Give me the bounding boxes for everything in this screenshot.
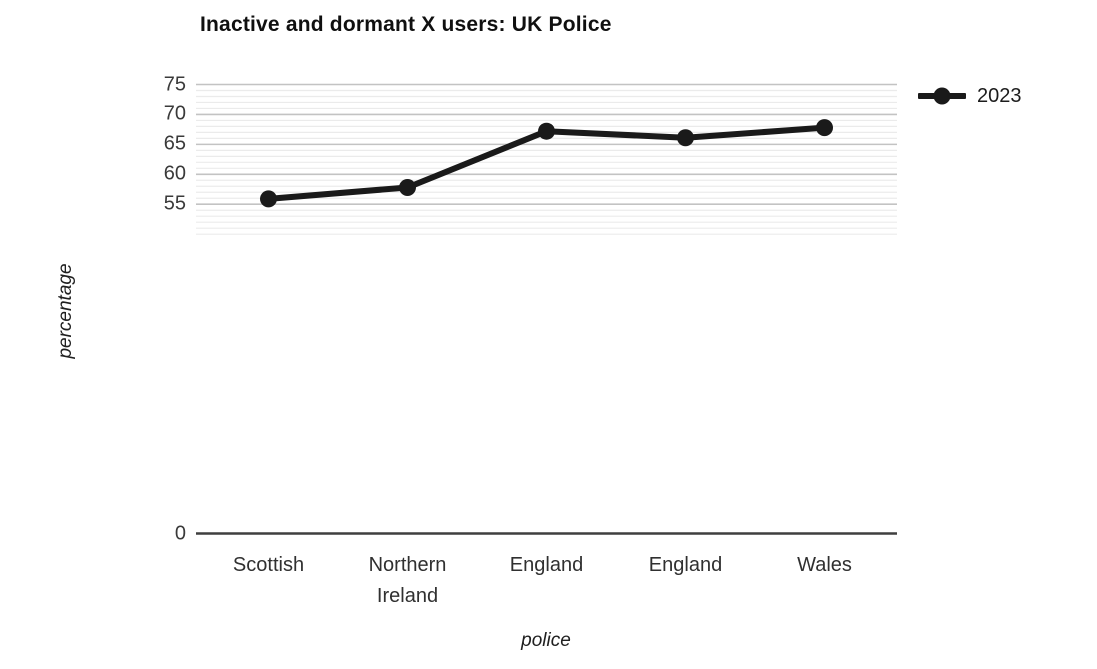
data-point-marker	[260, 190, 277, 208]
data-point-marker	[399, 178, 416, 196]
data-point-marker	[538, 122, 555, 140]
y-tick-label-60: 60	[163, 162, 186, 185]
x-category-label: Wales	[797, 554, 852, 576]
legend-line-marker-icon	[918, 87, 966, 105]
x-category-label: England	[509, 554, 584, 576]
data-point-marker	[816, 119, 833, 137]
x-axis-title: police	[521, 630, 571, 651]
legend: 2023	[918, 84, 1022, 108]
y-tick-label-75: 75	[163, 73, 186, 95]
y-tick-label-0: 0	[174, 522, 186, 544]
y-tick-label-70: 70	[163, 102, 186, 125]
x-category-label: Northern Ireland	[368, 554, 447, 607]
legend-dot-icon	[933, 87, 951, 105]
legend-series-label: 2023	[977, 84, 1022, 107]
data-point-marker	[677, 129, 694, 147]
y-tick-label-55: 55	[163, 192, 186, 215]
x-category-label: Scottish	[232, 554, 305, 576]
y-tick-label-65: 65	[163, 132, 186, 155]
chart-title: Inactive and dormant X users: UK Police	[200, 13, 612, 36]
x-category-label: England	[648, 554, 723, 576]
